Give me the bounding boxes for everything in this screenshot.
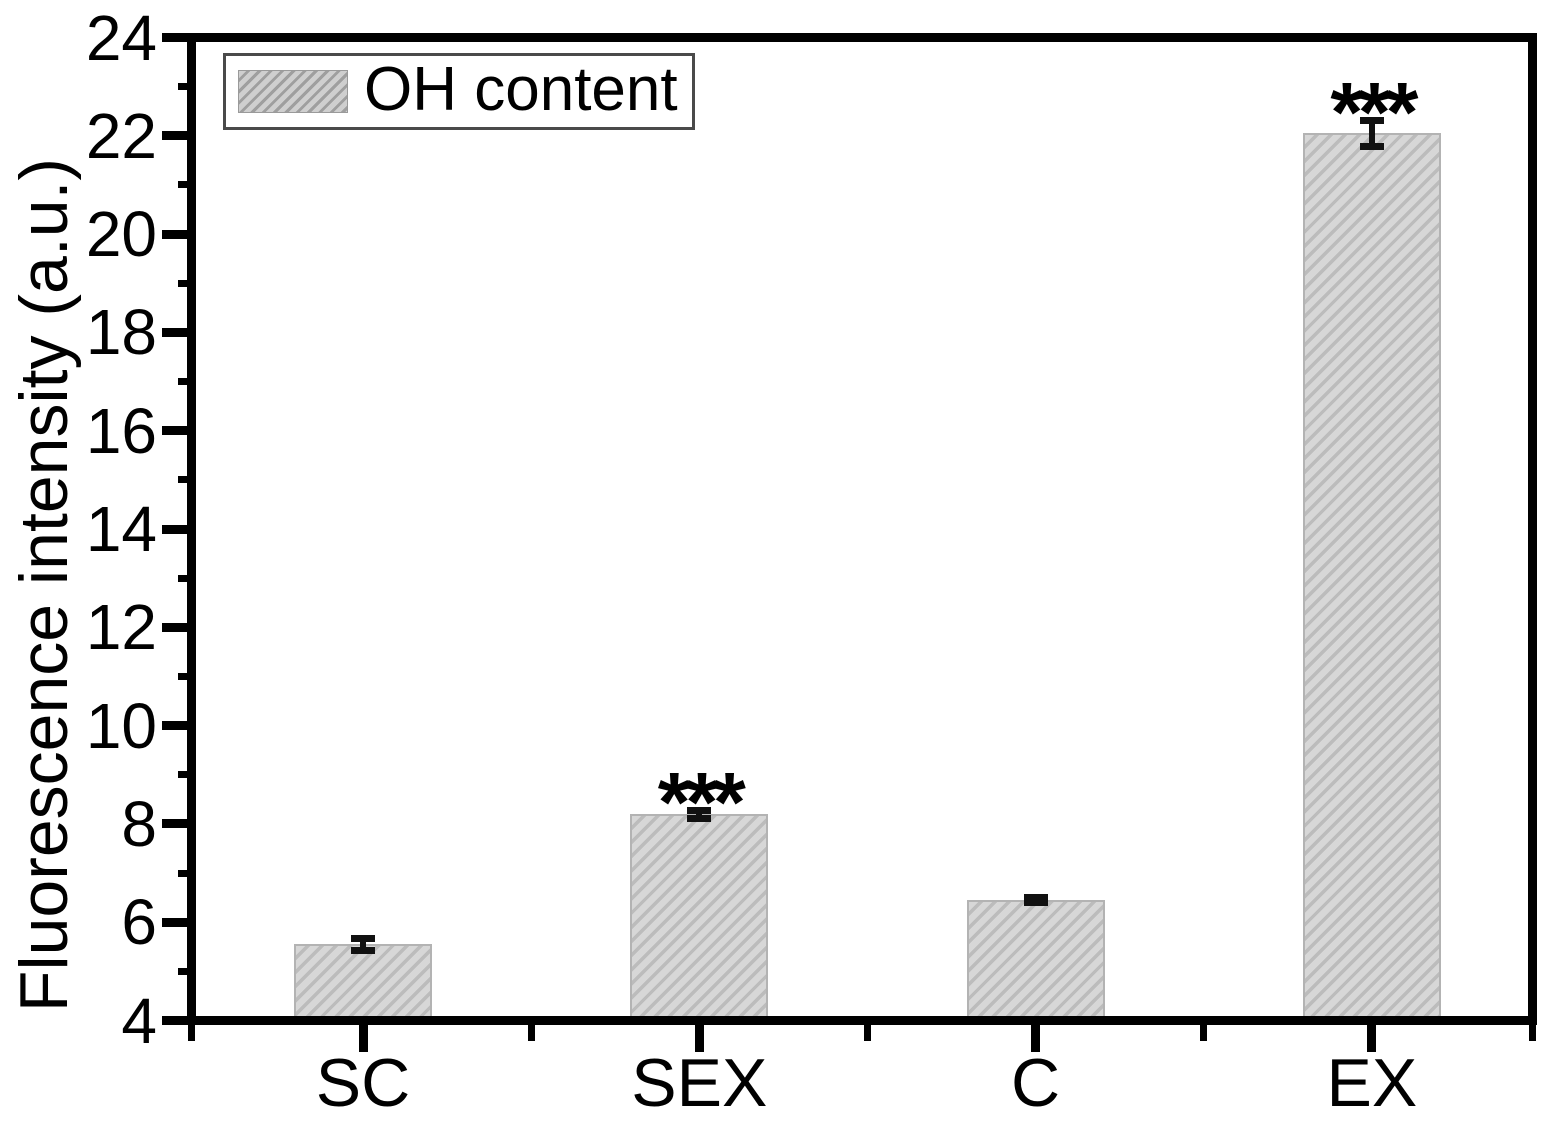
- y-axis-minor-tick: [178, 279, 196, 287]
- y-axis-minor-tick: [178, 83, 196, 91]
- bar-c: [966, 900, 1105, 1025]
- y-axis-tick-label: 20: [85, 198, 157, 271]
- x-axis-tick-label: C: [1011, 1045, 1061, 1121]
- y-axis-minor-tick: [178, 378, 196, 386]
- legend-hatch-swatch-icon: [238, 70, 348, 113]
- significance-marker: ***: [657, 755, 746, 850]
- y-axis-minor-tick: [178, 967, 196, 975]
- y-axis-major-tick: [162, 33, 196, 42]
- y-axis-minor-tick: [178, 181, 196, 189]
- error-bar-cap-top: [687, 806, 712, 814]
- y-axis-minor-tick: [178, 476, 196, 484]
- y-axis-tick-label: 24: [85, 1, 157, 74]
- y-axis-minor-tick: [178, 771, 196, 779]
- x-axis-minor-tick: [527, 1025, 535, 1041]
- y-axis-tick-label: 8: [121, 787, 157, 860]
- y-axis-tick-label: 4: [121, 984, 157, 1057]
- error-bar-cap-bottom: [1359, 143, 1384, 151]
- y-axis-tick-label: 16: [85, 394, 157, 467]
- x-axis-minor-tick: [863, 1025, 871, 1041]
- error-bar-cap-top: [351, 934, 375, 942]
- x-axis-major-tick: [1367, 1025, 1377, 1052]
- x-axis-minor-tick: [1529, 1025, 1536, 1041]
- y-axis-minor-tick: [178, 672, 196, 680]
- y-axis-major-tick: [162, 524, 196, 534]
- legend: OH content: [223, 53, 695, 130]
- legend-label: OH content: [364, 54, 678, 124]
- y-axis-tick-label: 18: [85, 296, 157, 369]
- x-axis-tick-label: EX: [1326, 1045, 1418, 1121]
- error-bar-cap-bottom: [351, 946, 375, 954]
- y-axis-major-tick: [162, 917, 196, 927]
- x-axis-tick-label: SEX: [631, 1045, 768, 1121]
- x-axis-tick-label: SC: [315, 1045, 411, 1121]
- y-axis-major-tick: [162, 426, 196, 436]
- bar-sex: [630, 814, 769, 1025]
- error-bar-cap-top: [1359, 116, 1384, 124]
- y-axis-tick-label: 22: [85, 99, 157, 172]
- x-axis-minor-tick: [188, 1025, 195, 1041]
- error-bar-cap-top: [1023, 894, 1048, 902]
- error-bar-cap-bottom: [687, 814, 712, 822]
- y-axis-major-tick: [162, 327, 196, 337]
- bar-ex: [1302, 133, 1441, 1025]
- plot-frame-bottom: [187, 1016, 1537, 1025]
- y-axis-major-tick: [162, 622, 196, 632]
- y-axis-tick-label: 14: [85, 493, 157, 565]
- y-axis-tick-label: 12: [85, 591, 157, 664]
- y-axis-major-tick: [162, 1016, 196, 1025]
- y-axis-major-tick: [162, 229, 196, 239]
- y-axis-major-tick: [162, 131, 196, 141]
- error-bar-cap-bottom: [1023, 899, 1048, 907]
- x-axis-major-tick: [358, 1025, 368, 1052]
- y-axis-tick-label: 6: [121, 886, 157, 959]
- error-bar-line: [1368, 120, 1375, 147]
- x-axis-major-tick: [694, 1025, 704, 1052]
- significance-marker: ***: [1330, 65, 1418, 160]
- plot-frame-right: [1528, 33, 1537, 1025]
- y-axis-major-tick: [162, 721, 196, 731]
- y-axis-major-tick: [162, 819, 196, 829]
- x-axis-minor-tick: [1200, 1025, 1208, 1041]
- y-axis-tick-label: 10: [85, 689, 157, 762]
- x-axis-major-tick: [1031, 1025, 1041, 1052]
- error-bar-line: [360, 938, 366, 951]
- plot-frame-top: [187, 33, 1537, 42]
- y-axis-minor-tick: [178, 574, 196, 582]
- error-bar-line: [696, 810, 703, 818]
- bar-sc: [294, 944, 432, 1025]
- y-axis-minor-tick: [178, 869, 196, 877]
